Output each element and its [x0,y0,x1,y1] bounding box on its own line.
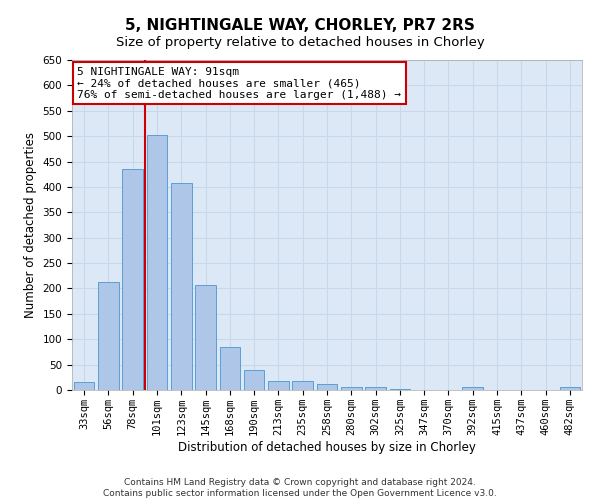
Bar [317,384,337,390]
Bar [268,382,289,390]
Bar [292,382,313,390]
Y-axis label: Number of detached properties: Number of detached properties [24,132,37,318]
Bar [98,282,119,390]
Text: Size of property relative to detached houses in Chorley: Size of property relative to detached ho… [116,36,484,49]
Bar [146,134,167,390]
Bar [244,370,265,390]
Text: 5, NIGHTINGALE WAY, CHORLEY, PR7 2RS: 5, NIGHTINGALE WAY, CHORLEY, PR7 2RS [125,18,475,32]
Text: 5 NIGHTINGALE WAY: 91sqm
← 24% of detached houses are smaller (465)
76% of semi-: 5 NIGHTINGALE WAY: 91sqm ← 24% of detach… [77,66,401,100]
Bar [365,388,386,390]
X-axis label: Distribution of detached houses by size in Chorley: Distribution of detached houses by size … [178,440,476,454]
Bar [74,382,94,390]
Text: Contains HM Land Registry data © Crown copyright and database right 2024.
Contai: Contains HM Land Registry data © Crown c… [103,478,497,498]
Bar [220,347,240,390]
Bar [463,388,483,390]
Bar [195,285,216,390]
Bar [389,389,410,390]
Bar [122,169,143,390]
Bar [171,184,191,390]
Bar [341,387,362,390]
Bar [560,388,580,390]
